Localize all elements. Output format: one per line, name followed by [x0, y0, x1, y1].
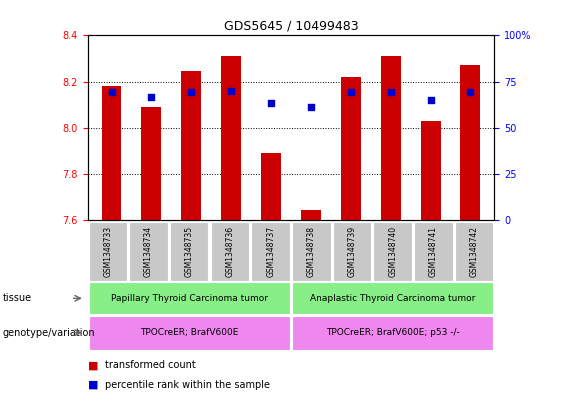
Bar — [460, 65, 480, 220]
Bar — [333, 222, 371, 281]
Title: GDS5645 / 10499483: GDS5645 / 10499483 — [224, 20, 358, 33]
Text: GSM1348739: GSM1348739 — [347, 226, 357, 277]
Bar — [381, 56, 401, 220]
Text: GSM1348736: GSM1348736 — [225, 226, 234, 277]
Text: transformed count: transformed count — [105, 360, 195, 371]
Bar — [89, 316, 290, 350]
Text: Anaplastic Thyroid Carcinoma tumor: Anaplastic Thyroid Carcinoma tumor — [310, 294, 475, 303]
Bar — [221, 56, 241, 220]
Bar — [341, 77, 361, 220]
Bar — [181, 71, 201, 220]
Text: GSM1348734: GSM1348734 — [144, 226, 153, 277]
Bar — [455, 222, 493, 281]
Text: GSM1348738: GSM1348738 — [307, 226, 316, 277]
Text: GSM1348740: GSM1348740 — [388, 226, 397, 277]
Point — [187, 89, 196, 95]
Text: TPOCreER; BrafV600E: TPOCreER; BrafV600E — [140, 328, 238, 337]
Text: tissue: tissue — [3, 293, 32, 303]
Bar — [89, 222, 127, 281]
Bar — [414, 222, 453, 281]
Bar — [373, 222, 412, 281]
Bar — [292, 316, 493, 350]
Bar — [301, 210, 321, 220]
Bar — [141, 107, 162, 220]
Text: genotype/variation: genotype/variation — [3, 328, 95, 338]
Point — [386, 89, 395, 95]
Bar — [211, 222, 249, 281]
Bar — [261, 153, 281, 220]
Point — [466, 89, 475, 95]
Bar — [129, 222, 168, 281]
Bar — [251, 222, 290, 281]
Bar — [292, 282, 493, 314]
Text: percentile rank within the sample: percentile rank within the sample — [105, 380, 270, 390]
Text: ■: ■ — [88, 380, 98, 390]
Point — [227, 88, 236, 94]
Point — [107, 89, 116, 95]
Point — [346, 89, 355, 95]
Point — [306, 104, 315, 110]
Bar — [420, 121, 441, 220]
Text: ■: ■ — [88, 360, 98, 371]
Text: GSM1348742: GSM1348742 — [470, 226, 479, 277]
Point — [147, 94, 156, 100]
Point — [426, 97, 435, 103]
Text: TPOCreER; BrafV600E; p53 -/-: TPOCreER; BrafV600E; p53 -/- — [326, 328, 459, 337]
Text: GSM1348737: GSM1348737 — [266, 226, 275, 277]
Bar — [170, 222, 208, 281]
Text: GSM1348741: GSM1348741 — [429, 226, 438, 277]
Text: GSM1348733: GSM1348733 — [103, 226, 112, 277]
Point — [267, 100, 276, 107]
Bar — [292, 222, 331, 281]
Text: GSM1348735: GSM1348735 — [185, 226, 194, 277]
Text: Papillary Thyroid Carcinoma tumor: Papillary Thyroid Carcinoma tumor — [111, 294, 268, 303]
Bar — [102, 86, 121, 220]
Bar — [89, 282, 290, 314]
